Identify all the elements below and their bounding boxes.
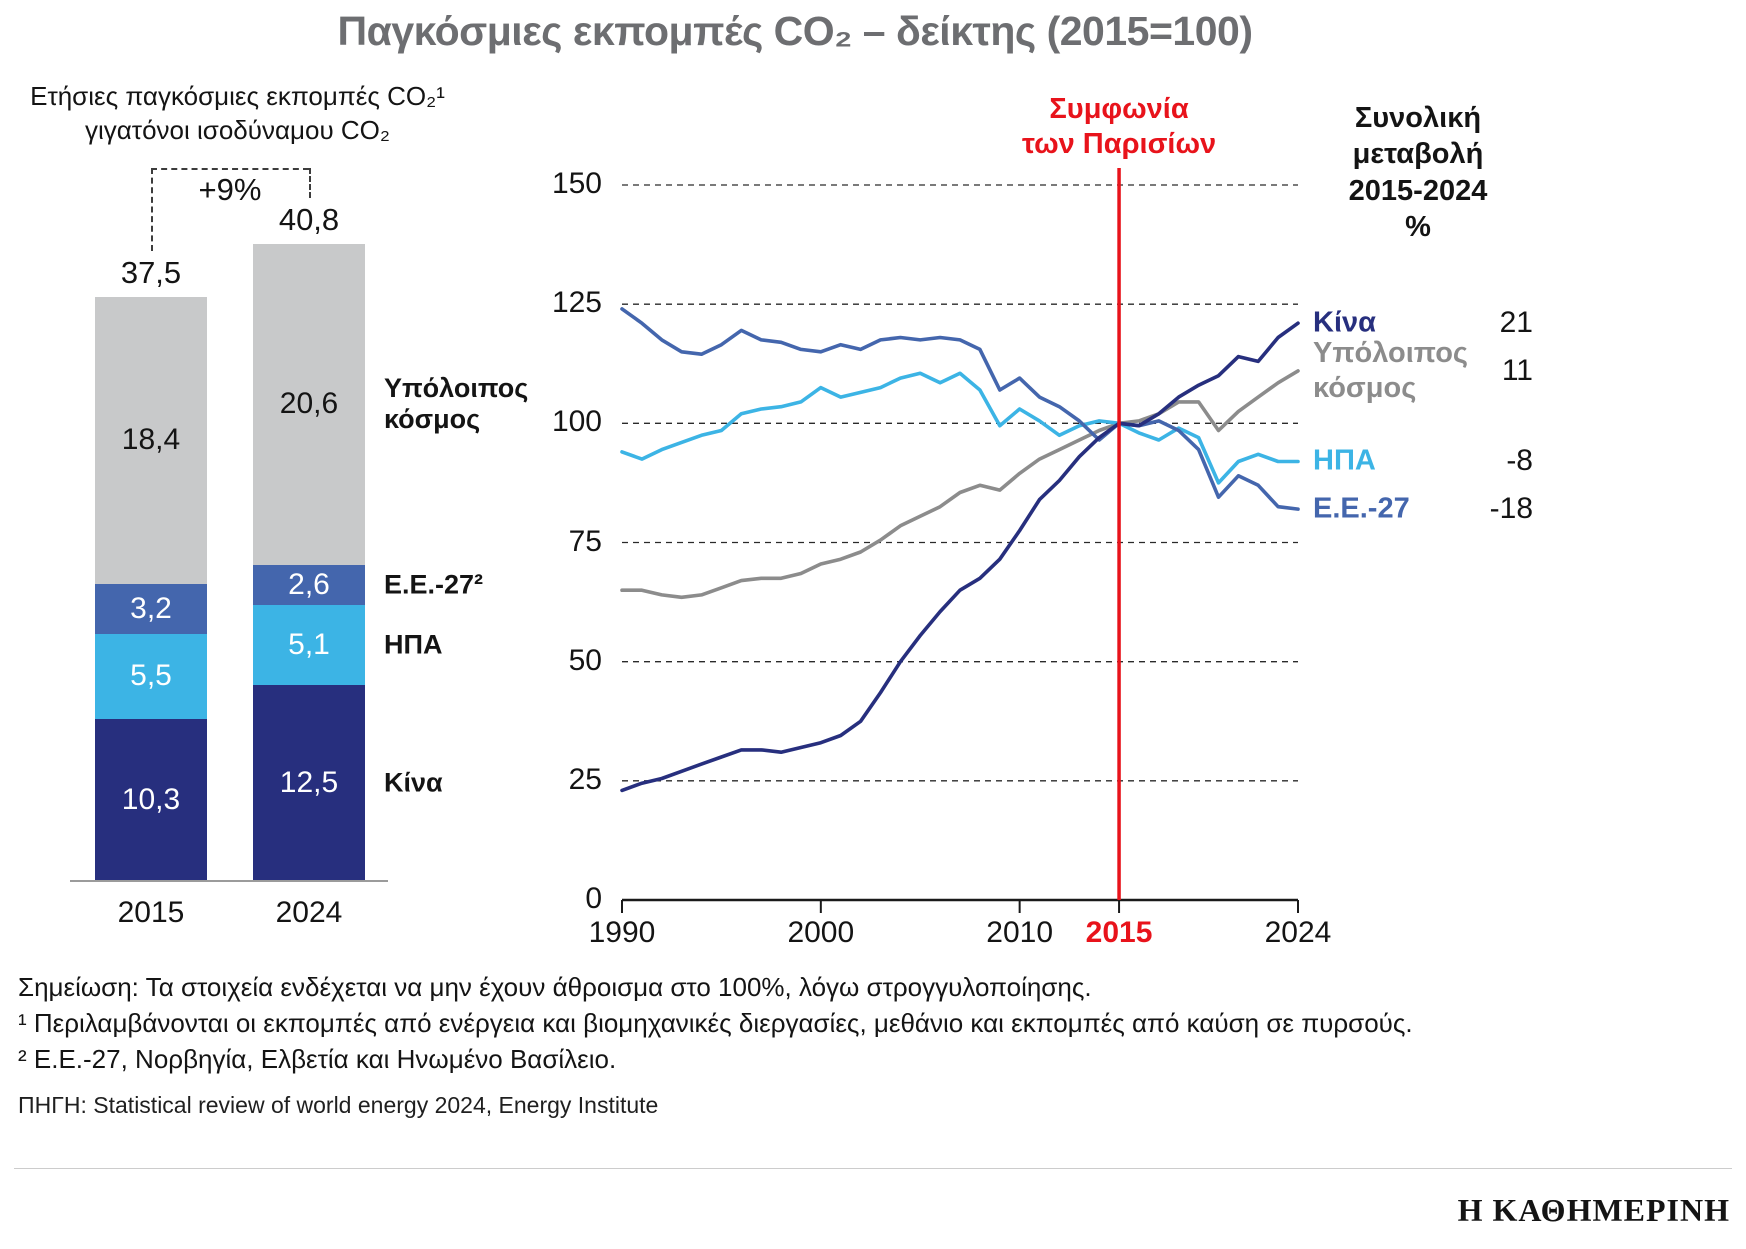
bar-segment-3-2015: 18,4 [95, 296, 207, 584]
bar-segment-0-2015: 10,3 [95, 719, 207, 880]
bar-segment-1-2024: 5,1 [253, 605, 365, 685]
bar-segment-2-2024: 2,6 [253, 564, 365, 606]
bracket-horizontal [151, 168, 309, 170]
rounding-note: Σημείωση: Τα στοιχεία ενδέχεται να μην έ… [18, 972, 1092, 1002]
change-annotation: +9% [198, 172, 262, 207]
legend-change-2: -18 [1489, 492, 1533, 526]
bar-chart-subtitle: Ετήσιες παγκόσμιες εκπομπές CO₂¹ γιγατόν… [30, 81, 445, 145]
series-line-2 [620, 307, 1300, 511]
legend-name-1: ΗΠΑ [1313, 445, 1376, 478]
y-tick-label-150: 150 [551, 167, 602, 200]
publisher-logo: Η ΚΑΘΗΜΕΡΙΝΗ [1457, 1192, 1730, 1228]
bar-segment-0-2024: 12,5 [253, 685, 365, 880]
y-tick-label-100: 100 [551, 405, 602, 439]
y-tick-label-125: 125 [551, 286, 602, 320]
footnote-1: ¹ Περιλαμβάνονται οι εκπομπές από ενέργε… [18, 1008, 1413, 1038]
y-tick-label-75: 75 [568, 524, 602, 558]
x-tick-label-1990: 1990 [588, 916, 656, 949]
bar-series-label-2: Ε.Ε.-27² [384, 569, 484, 600]
legend-name-3: Κίνα [1313, 306, 1376, 339]
series-line-0 [620, 369, 1300, 600]
x-tick-label-2010: 2010 [986, 916, 1054, 949]
y-tick-label-25: 25 [568, 762, 602, 796]
x-tick-label-2024: 2024 [1264, 916, 1332, 949]
footnote-2: ² Ε.Ε.-27, Νορβηγία, Ελβετία και Ηνωμένο… [18, 1044, 617, 1074]
bar-total-2015: 37,5 [120, 254, 182, 290]
x-tick-label-2000: 2000 [787, 916, 855, 949]
footer-divider [14, 1168, 1732, 1169]
bracket-right [309, 168, 311, 198]
bar-xlabel-2015: 2015 [117, 896, 185, 929]
bar-total-2024: 40,8 [278, 201, 340, 237]
paris-agreement-label: Συμφωνία των Παρισίων [1021, 93, 1217, 160]
series-line-3 [620, 321, 1300, 793]
legend-change-0: 11 [1501, 353, 1533, 387]
legend-change-1: -8 [1506, 444, 1533, 478]
x-tick-label-2015: 2015 [1085, 916, 1153, 949]
total-change-header: Συνολική μεταβολή 2015-2024 % [1348, 102, 1488, 243]
bar-series-label-0: Κίνα [384, 766, 443, 797]
y-tick-label-0: 0 [585, 882, 602, 915]
bar-baseline [70, 880, 388, 882]
chart-title: Παγκόσμιες εκπομπές CO₂ – δείκτης (2015=… [337, 8, 1253, 54]
series-line-1 [620, 371, 1300, 485]
bar-segment-1-2015: 5,5 [95, 633, 207, 720]
y-tick-label-50: 50 [568, 643, 602, 677]
bar-segment-3-2024: 20,6 [253, 243, 365, 565]
legend-name-2: Ε.Ε.-27 [1313, 492, 1410, 525]
legend-name-0: Υπόλοιπος κόσμος [1313, 337, 1468, 404]
legend-change-3: 21 [1499, 306, 1533, 340]
bracket-left [151, 168, 153, 251]
bar-series-label-3: Υπόλοιπος κόσμος [384, 373, 529, 435]
bar-xlabel-2024: 2024 [275, 896, 343, 929]
source-line: ΠΗΓΗ: Statistical review of world energy… [18, 1092, 659, 1118]
bar-series-label-1: ΗΠΑ [384, 629, 443, 660]
bar-segment-2-2015: 3,2 [95, 583, 207, 634]
